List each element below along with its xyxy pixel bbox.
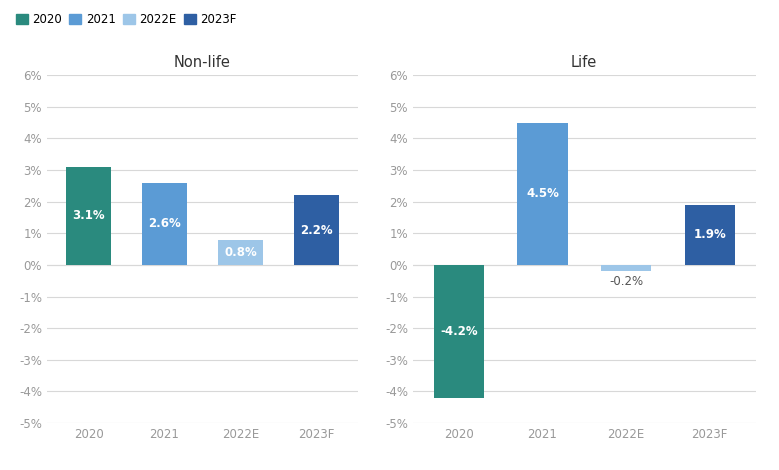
Text: 0.8%: 0.8% [224, 246, 257, 259]
Title: Non-life: Non-life [174, 55, 231, 70]
Title: Life: Life [571, 55, 597, 70]
Bar [601, 265, 651, 271]
Text: 1.9%: 1.9% [693, 228, 726, 242]
Text: 2.2%: 2.2% [300, 224, 333, 236]
Text: -0.2%: -0.2% [609, 275, 643, 288]
Bar [142, 183, 187, 265]
Text: 3.1%: 3.1% [72, 210, 105, 222]
Bar [434, 265, 484, 398]
Bar [65, 167, 111, 265]
Bar [294, 196, 340, 265]
Text: 4.5%: 4.5% [526, 187, 559, 200]
Legend: 2020, 2021, 2022E, 2023F: 2020, 2021, 2022E, 2023F [14, 11, 239, 28]
Bar [218, 240, 263, 265]
Bar [685, 205, 735, 265]
Text: 2.6%: 2.6% [148, 217, 181, 230]
Bar [517, 123, 568, 265]
Text: -4.2%: -4.2% [440, 325, 478, 338]
